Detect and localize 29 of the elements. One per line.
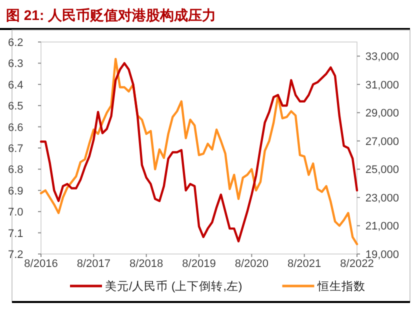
y-tick-label: 6.5 bbox=[8, 100, 24, 113]
x-tick-label: 8/2017 bbox=[76, 258, 110, 270]
y-tick-label: 6.3 bbox=[8, 58, 24, 70]
y2-tick-label: 23,000 bbox=[365, 192, 399, 204]
chart-title: 图 21: 人民币贬值对港股构成压力 bbox=[6, 7, 216, 23]
y2-tick-label: 19,000 bbox=[365, 249, 399, 261]
y-tick-label: 6.6 bbox=[8, 122, 24, 134]
y-tick-label: 6.8 bbox=[8, 164, 24, 176]
x-tick-label: 8/2016 bbox=[24, 258, 58, 270]
y-tick-label: 7.0 bbox=[8, 206, 24, 219]
y2-tick-label: 31,000 bbox=[365, 79, 399, 92]
x-tick-label: 8/2020 bbox=[234, 258, 268, 270]
y2-tick-label: 21,000 bbox=[365, 220, 399, 233]
x-tick-label: 8/2018 bbox=[130, 258, 164, 270]
y-tick-label: 7.2 bbox=[8, 249, 24, 261]
y2-tick-label: 33,000 bbox=[365, 51, 399, 64]
x-tick-label: 8/2021 bbox=[288, 258, 322, 270]
x-tick-label: 8/2022 bbox=[340, 258, 374, 270]
y2-tick-label: 29,000 bbox=[365, 108, 399, 120]
y-tick-label: 6.4 bbox=[8, 79, 24, 92]
legend-label: 美元/人民币 (上下倒转,左) bbox=[105, 279, 242, 293]
x-tick-label: 8/2019 bbox=[182, 258, 216, 270]
y-tick-label: 6.7 bbox=[8, 143, 24, 155]
y-tick-label: 6.2 bbox=[8, 37, 24, 49]
y-tick-label: 7.1 bbox=[8, 228, 24, 240]
legend-label: 恒生指数 bbox=[316, 280, 366, 293]
y2-tick-label: 25,000 bbox=[365, 164, 399, 176]
y-tick-label: 6.9 bbox=[8, 185, 24, 198]
y2-tick-label: 27,000 bbox=[365, 136, 399, 148]
